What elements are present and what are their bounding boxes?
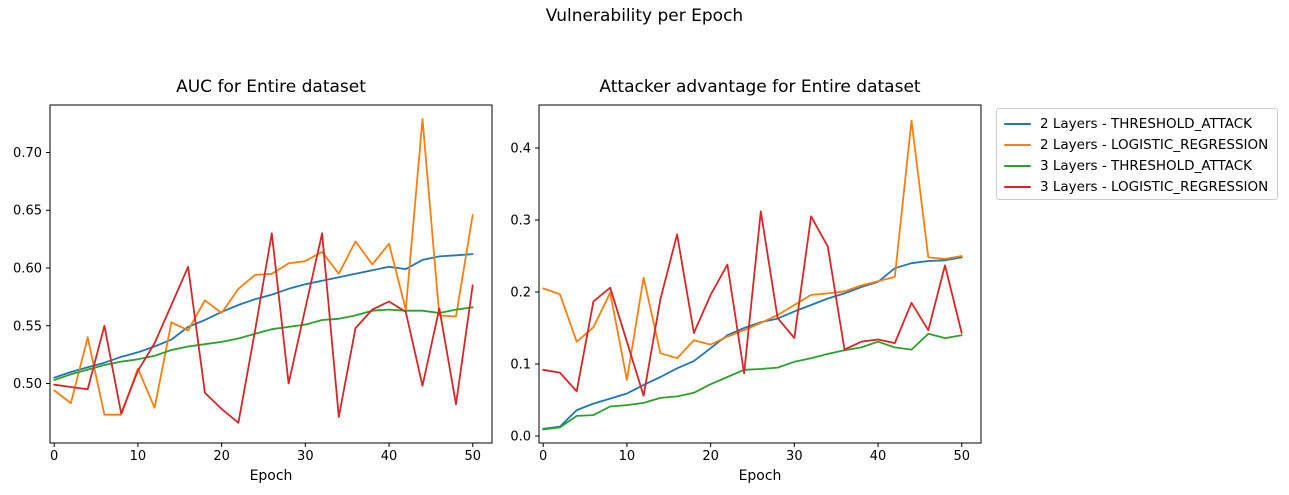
series-line [53,118,474,416]
series-line [53,306,474,381]
series-line [542,119,963,381]
y-tick-label: 0.55 [13,319,42,334]
y-tick-label: 0.1 [510,358,531,373]
series-line [542,332,963,431]
x-tick-label: 10 [130,449,147,464]
x-tick-label: 0 [50,449,58,464]
legend-label: 3 Layers - THRESHOLD_ATTACK [1040,157,1252,174]
y-tick-label: 0.2 [510,286,531,301]
series-line [53,232,474,424]
axes-frame [49,104,493,444]
x-tick-label: 20 [702,449,719,464]
y-tick-label: 0.70 [13,146,42,161]
x-tick-label: 0 [539,449,547,464]
y-tick-label: 0.65 [13,204,42,219]
legend-entry-3: 3 Layers - LOGISTIC_REGRESSION [1004,176,1277,197]
legend-label: 3 Layers - LOGISTIC_REGRESSION [1040,178,1269,195]
y-tick-label: 0.0 [510,430,531,445]
series-line [53,253,474,379]
x-tick-label: 50 [953,449,970,464]
legend-line-swatch [1004,122,1031,125]
legend-label: 2 Layers - LOGISTIC_REGRESSION [1040,136,1269,153]
y-tick-label: 0.4 [510,141,531,156]
x-tick-label: 40 [381,449,398,464]
x-tick-label: 40 [870,449,887,464]
legend: 2 Layers - THRESHOLD_ATTACK 2 Layers - LO… [996,108,1278,200]
x-tick-label: 10 [619,449,636,464]
axes-frame [538,104,982,444]
x-tick-label: 20 [213,449,230,464]
y-tick-label: 0.50 [13,377,42,392]
legend-entry-1: 2 Layers - LOGISTIC_REGRESSION [1004,134,1277,155]
left-plot-title: AUC for Entire dataset [176,77,366,97]
legend-line-swatch [1004,185,1031,188]
y-tick-label: 0.60 [13,261,42,276]
x-tick-label: 30 [297,449,314,464]
series-line [542,256,963,430]
legend-line-swatch [1004,164,1031,167]
right-plot-title: Attacker advantage for Entire dataset [599,77,921,97]
x-axis-label: Epoch [739,468,782,484]
legend-line-swatch [1004,143,1031,146]
figure-suptitle: Vulnerability per Epoch [545,6,744,26]
x-tick-label: 50 [464,449,481,464]
legend-entry-0: 2 Layers - THRESHOLD_ATTACK [1004,113,1277,134]
x-tick-label: 30 [786,449,803,464]
x-axis-label: Epoch [250,468,293,484]
series-line [542,210,963,397]
legend-entry-2: 3 Layers - THRESHOLD_ATTACK [1004,155,1277,176]
legend-label: 2 Layers - THRESHOLD_ATTACK [1040,115,1252,132]
y-tick-label: 0.3 [510,213,531,228]
